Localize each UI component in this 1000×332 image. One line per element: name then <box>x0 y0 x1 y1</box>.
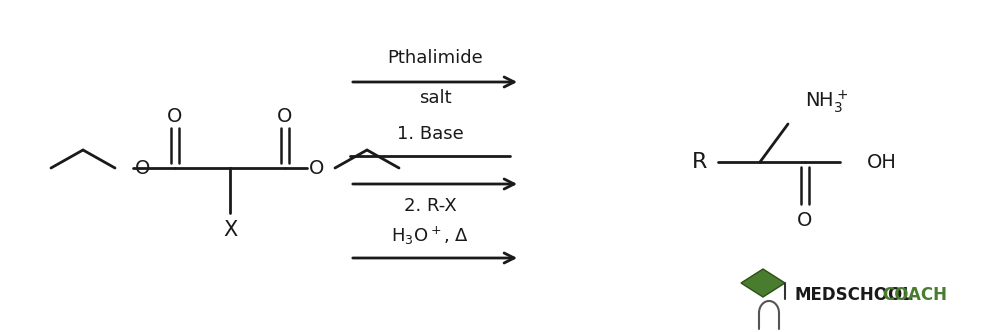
Text: O: O <box>277 107 293 125</box>
Text: H$_3$O$^+$, $\Delta$: H$_3$O$^+$, $\Delta$ <box>391 225 469 247</box>
Text: O: O <box>167 107 183 125</box>
Text: Pthalimide: Pthalimide <box>387 49 483 67</box>
Text: OH: OH <box>867 152 897 172</box>
Text: MEDSCHOOL: MEDSCHOOL <box>795 286 914 304</box>
Text: 2. R-X: 2. R-X <box>404 197 456 215</box>
Text: 1. Base: 1. Base <box>397 125 463 143</box>
Text: O: O <box>797 210 813 229</box>
Text: salt: salt <box>419 89 451 107</box>
Text: O: O <box>135 158 151 178</box>
Polygon shape <box>741 269 785 297</box>
Text: X: X <box>223 220 237 240</box>
Text: O: O <box>309 158 325 178</box>
Text: R: R <box>692 152 708 172</box>
Text: NH$_3^+$: NH$_3^+$ <box>805 89 848 116</box>
Text: COACH: COACH <box>882 286 947 304</box>
